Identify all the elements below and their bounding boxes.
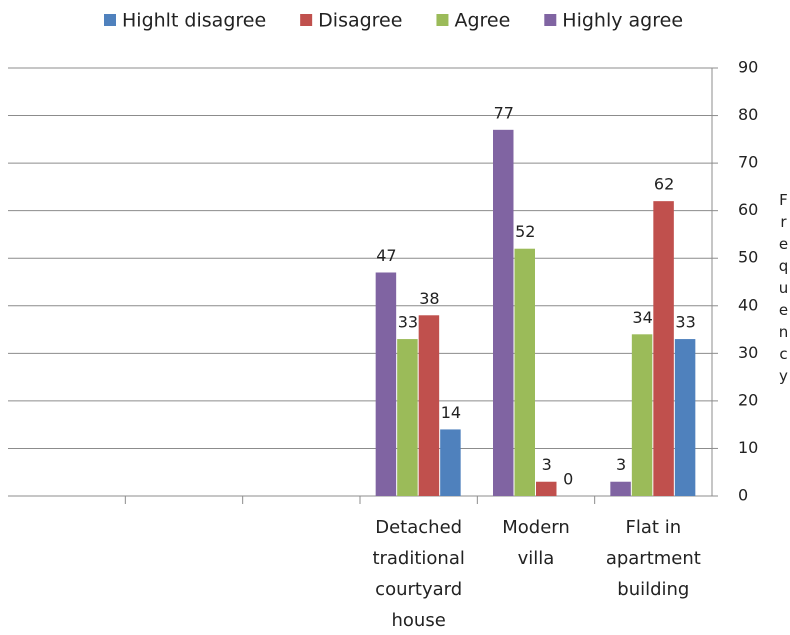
value-label: 0	[563, 470, 573, 489]
y-tick-label: 80	[738, 105, 758, 124]
legend-label: Highlt disagree	[122, 10, 266, 32]
bar	[440, 429, 461, 496]
y-tick-label: 0	[738, 486, 748, 505]
value-label: 33	[398, 313, 418, 332]
legend-label: Highly agree	[562, 10, 683, 32]
bar	[514, 248, 535, 496]
value-label: 38	[419, 289, 439, 308]
y-tick-label: 30	[738, 343, 758, 362]
value-label: 3	[542, 455, 552, 474]
bar	[674, 339, 696, 496]
bar	[653, 201, 674, 496]
x-tick-label: Flat in apartment building	[606, 517, 701, 600]
legend-label: Agree	[454, 10, 510, 32]
value-label: 33	[675, 313, 695, 332]
y-tick-label: 70	[738, 153, 758, 172]
value-label: 14	[441, 403, 461, 422]
legend-swatch	[436, 14, 449, 26]
value-label: 77	[494, 103, 514, 122]
bar	[418, 315, 440, 496]
bar	[493, 129, 514, 497]
x-tick-label: Modern villa	[502, 517, 570, 569]
y-tick-label: 20	[738, 390, 758, 409]
value-label: 34	[632, 308, 652, 327]
bar	[536, 481, 557, 496]
bar	[610, 481, 631, 496]
x-tick-label: Detached traditional courtyard house	[372, 517, 464, 631]
y-tick-label: 10	[738, 438, 758, 457]
legend-swatch	[544, 14, 557, 26]
y-tick-label: 90	[738, 58, 758, 77]
y-tick-label: 60	[738, 200, 758, 219]
bar	[631, 334, 653, 496]
bar	[375, 272, 397, 496]
value-label: 47	[376, 246, 396, 265]
value-label: 52	[515, 222, 535, 241]
y-tick-label: 40	[738, 295, 758, 314]
value-label: 62	[654, 175, 674, 194]
value-label: 3	[616, 455, 626, 474]
legend-swatch	[104, 14, 116, 26]
bar	[397, 339, 418, 496]
legend-swatch	[300, 14, 313, 26]
legend-label: Disagree	[318, 10, 402, 32]
y-tick-label: 50	[738, 248, 758, 267]
y-axis-label: Frequency	[775, 191, 790, 389]
